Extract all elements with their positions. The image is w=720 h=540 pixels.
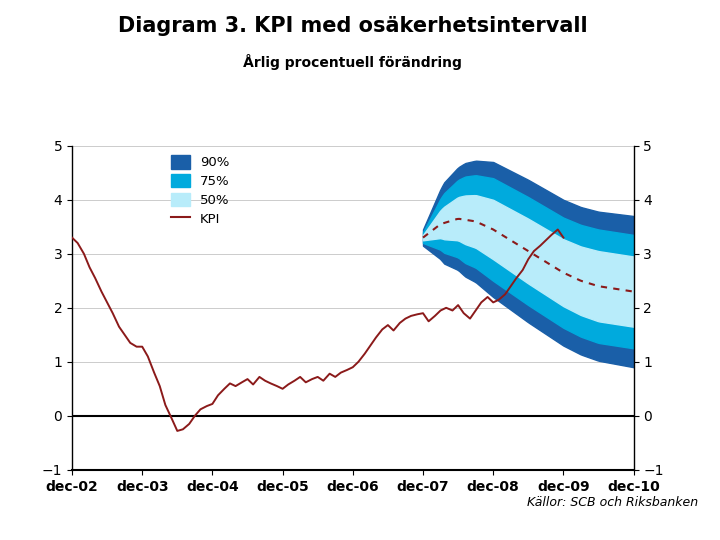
Text: Årlig procentuell förändring: Årlig procentuell förändring [243,54,462,70]
Text: Källor: SCB och Riksbanken: Källor: SCB och Riksbanken [527,496,698,509]
Legend: 90%, 75%, 50%, KPI: 90%, 75%, 50%, KPI [168,152,233,228]
Text: Diagram 3. KPI med osäkerhetsintervall: Diagram 3. KPI med osäkerhetsintervall [118,16,588,36]
